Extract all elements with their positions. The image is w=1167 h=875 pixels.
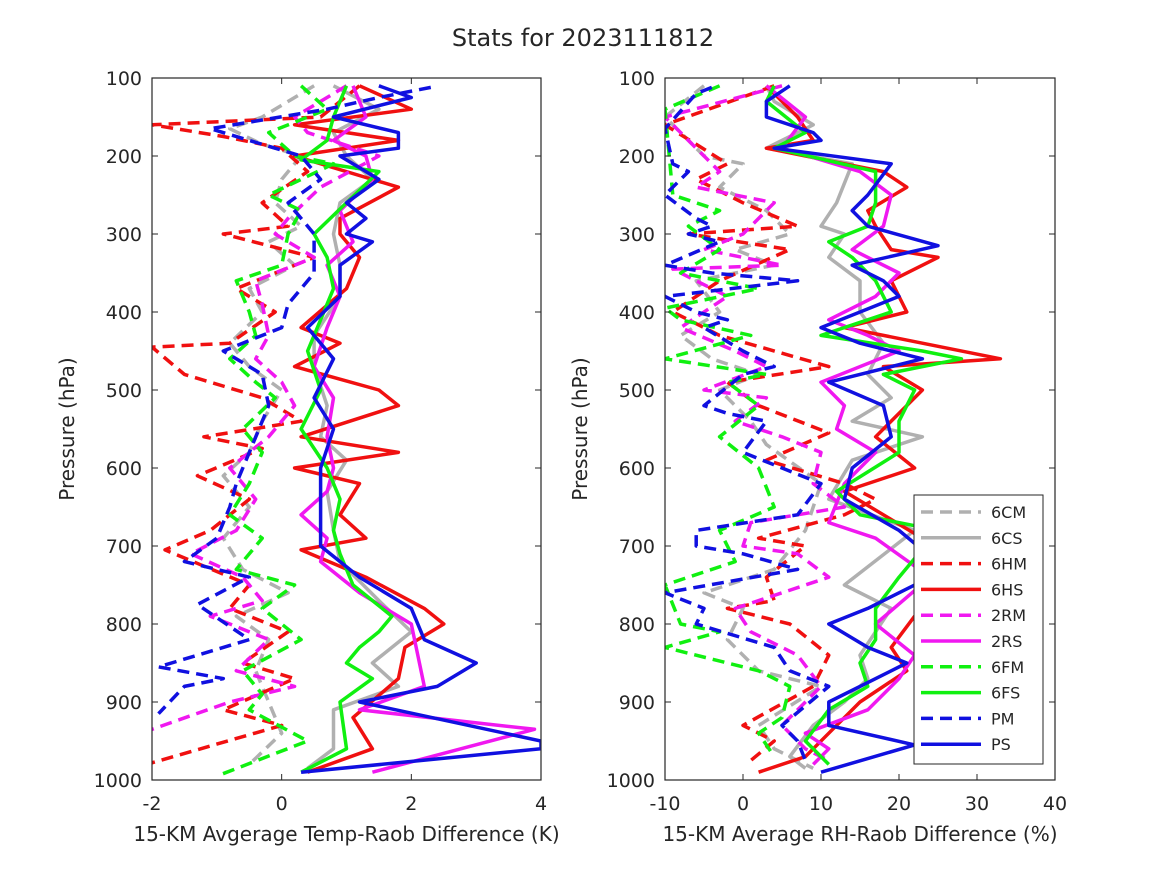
y-tick-label: 800 [619, 614, 655, 636]
legend-label-6HM: 6HM [991, 555, 1027, 574]
series-line-6FM [665, 84, 792, 758]
x-tick-label: 0 [737, 793, 749, 815]
legend-label-2RM: 2RM [991, 606, 1026, 625]
series-line-6CM [221, 84, 316, 766]
y-axis-label: Pressure (hPa) [55, 357, 79, 500]
y-tick-label: 1000 [94, 770, 142, 792]
legend-label-PS: PS [991, 735, 1011, 754]
plot-frame [664, 77, 1056, 781]
legend-label-6CS: 6CS [991, 529, 1023, 548]
legend-label-6CM: 6CM [991, 503, 1026, 522]
y-tick-label: 900 [106, 692, 142, 714]
y-tick-label: 300 [619, 224, 655, 246]
rh-difference-panel: -10 0 10 20 30 40 100 200 300 400 500 600 700 800 900 1… [568, 68, 1067, 846]
y-tick-label: 300 [106, 224, 142, 246]
figure-title: Stats for 2023111812 [452, 24, 714, 52]
series-group [152, 84, 541, 778]
x-axis-label: 15-KM Average RH-Raob Difference (%) [662, 822, 1057, 846]
legend-box [913, 494, 1044, 765]
x-tick-label: 10 [809, 793, 833, 815]
series-line-6CS [764, 85, 925, 770]
y-tick-label: 100 [106, 68, 142, 90]
legend-label-6FS: 6FS [991, 684, 1020, 703]
series-line-6FM [216, 84, 336, 778]
y-tick-label: 200 [106, 146, 142, 168]
series-line-6CM [665, 84, 823, 770]
legend-label-6FM: 6FM [991, 658, 1024, 677]
legend-label-2RS: 2RS [991, 632, 1022, 651]
legend-label-6HS: 6HS [991, 580, 1023, 599]
y-tick-label: 500 [106, 380, 142, 402]
x-tick-label: 40 [1043, 793, 1067, 815]
y-tick-label: 600 [619, 458, 655, 480]
series-line-2RS [765, 84, 932, 766]
legend-label-PM: PM [991, 709, 1014, 728]
x-tick-label: 30 [965, 793, 989, 815]
x-tick-label: 20 [887, 793, 911, 815]
x-tick-label: -10 [649, 793, 680, 815]
series-line-6HM [665, 84, 878, 762]
series-line-PM [156, 85, 432, 715]
y-tick-label: 600 [106, 458, 142, 480]
series-line-2RM [665, 84, 847, 763]
y-tick-label: 800 [106, 614, 142, 636]
temp-difference-panel: -2 0 2 4 100 200 300 400 500 600 700 800 900 1000 15-K… [55, 68, 560, 846]
y-tick-label: 200 [619, 146, 655, 168]
series-group [665, 84, 1003, 774]
series-line-6HM [152, 84, 361, 765]
y-tick-label: 700 [106, 536, 142, 558]
series-line-PS [300, 84, 541, 774]
y-tick-label: 1000 [607, 770, 655, 792]
y-tick-label: 400 [619, 302, 655, 324]
series-line-6HS [292, 84, 446, 774]
series-line-2RM [152, 84, 381, 731]
x-tick-label: 0 [276, 793, 288, 815]
x-axis-label: 15-KM Avgerage Temp-Raob Difference (K) [133, 822, 559, 846]
y-tick-label: 500 [619, 380, 655, 402]
legend: 6CM 6CS 6HM 6HS 2RM 2RS 6FM 6FS PM PS [913, 494, 1044, 765]
y-axis-label: Pressure (hPa) [568, 357, 592, 500]
series-line-PS [764, 84, 948, 774]
plot-frame [151, 77, 542, 781]
y-tick-label: 700 [619, 536, 655, 558]
y-tick-label: 400 [106, 302, 142, 324]
y-tick-label: 900 [619, 692, 655, 714]
y-tick-label: 100 [619, 68, 655, 90]
x-tick-label: 4 [535, 793, 547, 815]
series-line-6CS [306, 84, 414, 770]
series-line-PM [665, 85, 831, 762]
x-tick-label: 2 [405, 793, 417, 815]
x-tick-label: -2 [143, 793, 162, 815]
